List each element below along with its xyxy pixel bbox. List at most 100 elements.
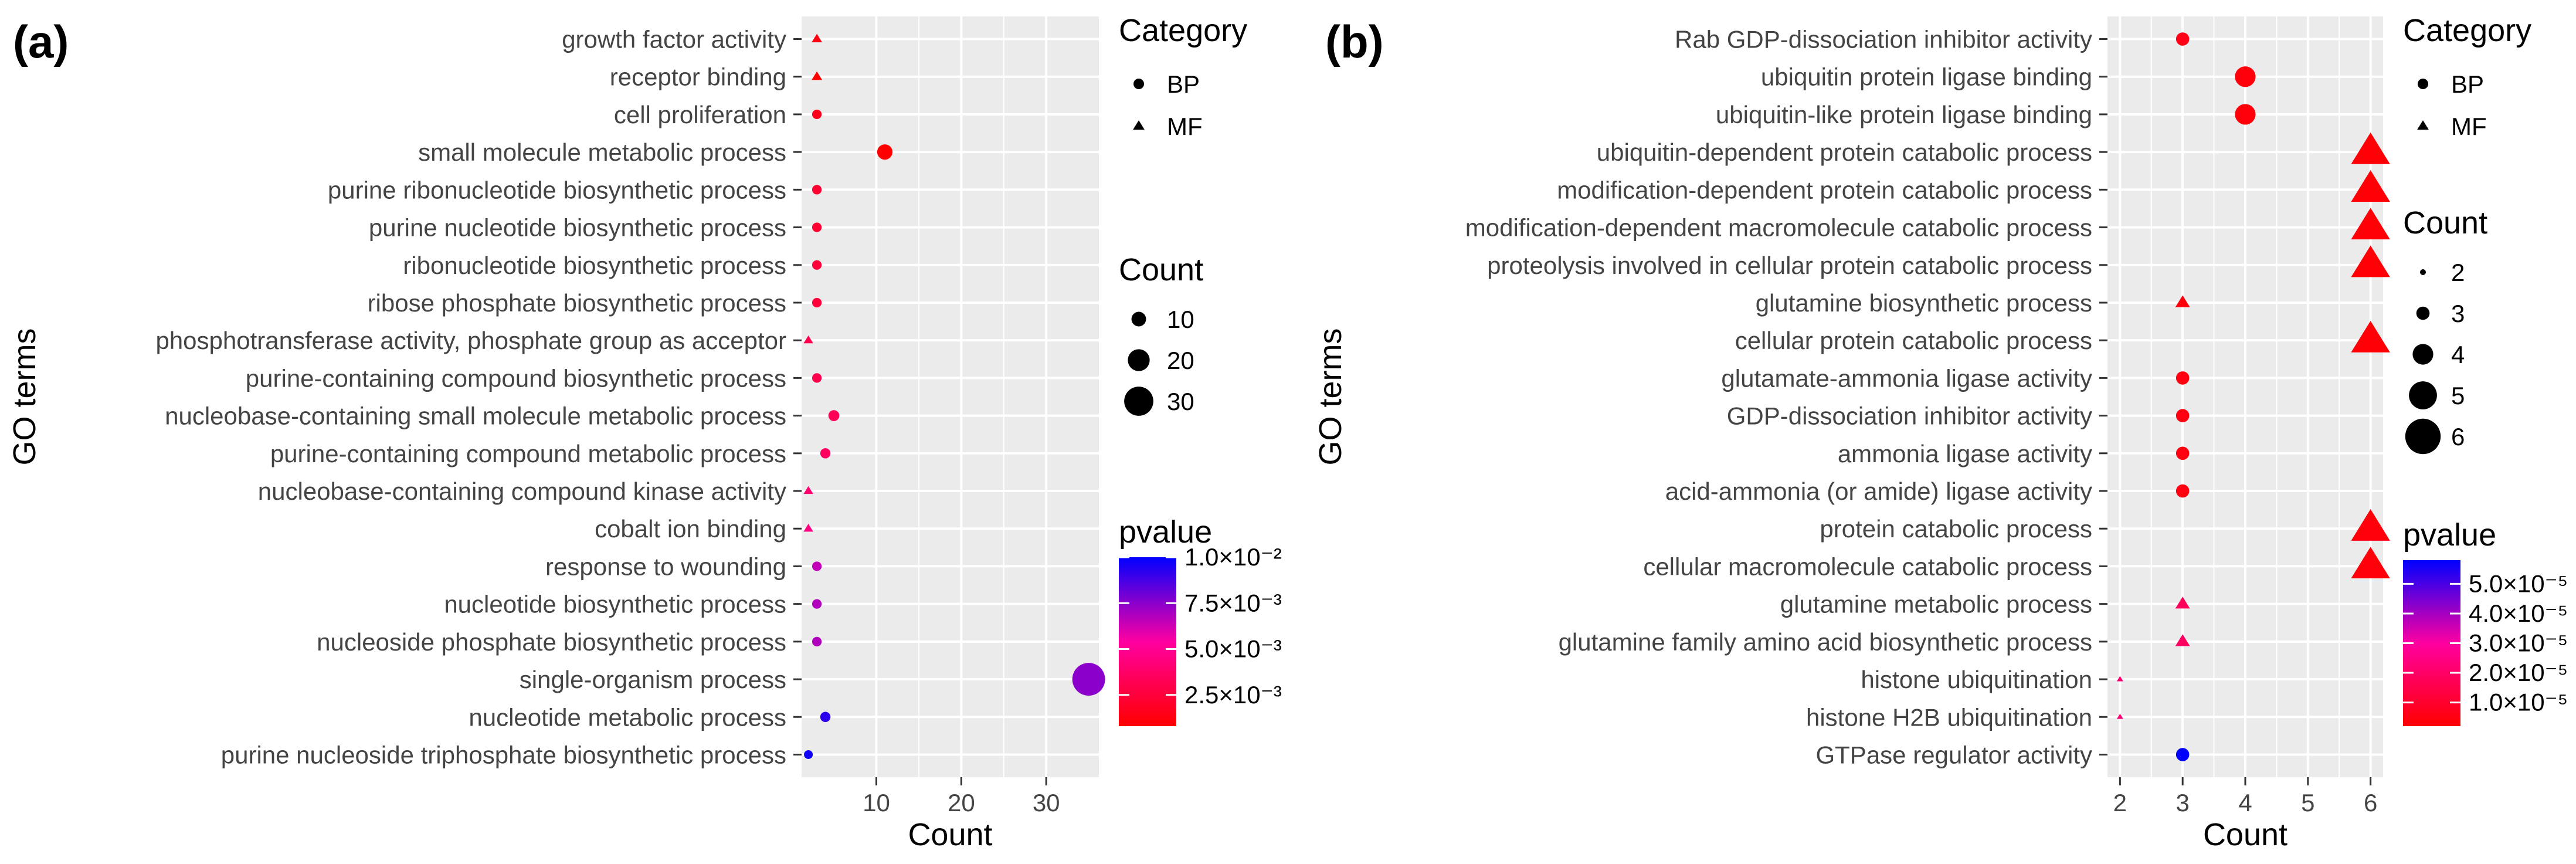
x-tick-label: 2	[2113, 789, 2127, 816]
legend-category-label: MF	[1167, 113, 1203, 140]
legend-category-key	[2418, 79, 2428, 89]
legend-count-label: 20	[1167, 347, 1194, 374]
term-label: GTPase regulator activity	[1815, 741, 2092, 768]
legend-category-key	[1133, 79, 1144, 89]
data-point	[804, 750, 813, 759]
x-tick-label: 5	[2301, 789, 2314, 816]
legend-count-label: 30	[1167, 388, 1194, 415]
colorbar-tick-label: 5.0×10⁻³	[1185, 635, 1282, 663]
data-point	[2175, 409, 2190, 422]
data-point	[812, 185, 822, 195]
data-point	[2235, 104, 2256, 125]
data-point	[2175, 446, 2190, 460]
term-label: response to wounding	[545, 553, 786, 580]
term-label: protein catabolic process	[1820, 515, 2092, 543]
legend-count-key	[2409, 381, 2437, 409]
data-point	[2175, 371, 2190, 385]
data-point	[812, 109, 822, 120]
data-point	[820, 448, 831, 459]
legend-count-key	[1128, 349, 1150, 371]
term-label: cellular protein catabolic process	[1735, 327, 2092, 354]
legend-category-key	[2417, 120, 2429, 130]
colorbar-tick-label: 1.0×10⁻⁵	[2469, 689, 2568, 716]
data-point	[2175, 597, 2190, 609]
term-label: histone H2B ubiquitination	[1806, 703, 2092, 731]
term-label: nucleotide biosynthetic process	[444, 591, 786, 618]
term-label: ribonucleotide biosynthetic process	[403, 252, 786, 279]
term-label: ribose phosphate biosynthetic process	[368, 289, 786, 317]
term-label: ammonia ligase activity	[1838, 440, 2092, 467]
term-label: acid-ammonia (or amide) ligase activity	[1665, 477, 2092, 505]
data-point	[2351, 320, 2390, 353]
data-point	[812, 71, 823, 80]
legend-pvalue-title: pvalue	[2403, 517, 2496, 553]
data-point	[812, 33, 823, 43]
legend-count-label: 10	[1167, 306, 1194, 333]
pvalue-colorbar	[1119, 557, 1176, 726]
term-label: nucleoside phosphate biosynthetic proces…	[317, 628, 786, 656]
data-point	[803, 486, 813, 494]
term-label: modification-dependent protein catabolic…	[1557, 176, 2092, 204]
data-point	[2351, 245, 2390, 277]
data-point	[2175, 748, 2190, 761]
term-label: cellular macromolecule catabolic process	[1643, 553, 2092, 580]
colorbar-tick-label: 2.5×10⁻³	[1185, 681, 1282, 709]
legend-count-label: 4	[2451, 341, 2465, 368]
term-label: growth factor activity	[562, 26, 786, 53]
legend-count-label: 2	[2451, 259, 2465, 286]
legend-category-label: BP	[1167, 70, 1200, 98]
data-point	[828, 410, 840, 421]
panel-label: (a)	[13, 16, 69, 67]
plot-background	[802, 16, 1099, 777]
term-label: ubiquitin-dependent protein catabolic pr…	[1597, 138, 2092, 166]
term-label: glutamine metabolic process	[1780, 591, 2092, 618]
legend-count-key	[1131, 311, 1146, 327]
data-point	[812, 599, 822, 609]
x-tick-label: 3	[2176, 789, 2190, 816]
legend-category-title: Category	[2403, 13, 2531, 48]
legend-count-key	[2412, 344, 2434, 365]
legend-count-title: Count	[2403, 205, 2487, 240]
colorbar-tick-label: 3.0×10⁻⁵	[2469, 629, 2568, 657]
legend-category-key	[1133, 120, 1145, 130]
data-point	[2175, 484, 2190, 498]
data-point	[2351, 170, 2390, 202]
term-label: nucleobase-containing small molecule met…	[165, 402, 786, 430]
x-tick-label: 4	[2238, 789, 2252, 816]
colorbar-tick-label: 1.0×10⁻²	[1185, 543, 1282, 571]
term-label: nucleotide metabolic process	[469, 703, 786, 731]
term-label: ubiquitin protein ligase binding	[1761, 63, 2092, 91]
legend-count-key	[2420, 269, 2426, 275]
term-label: phosphotransferase activity, phosphate g…	[155, 327, 786, 354]
panel-a: growth factor activity receptor binding ce…	[7, 13, 1282, 852]
term-label: glutamine family amino acid biosynthetic…	[1559, 628, 2092, 656]
data-point	[2351, 208, 2390, 240]
data-point	[812, 297, 822, 308]
term-label: small molecule metabolic process	[418, 138, 786, 166]
data-point	[2351, 509, 2390, 541]
legend-category-label: BP	[2451, 70, 2484, 98]
term-label: cobalt ion binding	[595, 515, 786, 543]
panel-b: Rab GDP-dissociation inhibitor activity u…	[1313, 13, 2568, 852]
x-tick-label: 6	[2364, 789, 2377, 816]
legend-count-title: Count	[1119, 252, 1203, 287]
term-label: purine nucleoside triphosphate biosynthe…	[221, 741, 786, 768]
term-label: purine ribonucleotide biosynthetic proce…	[328, 176, 786, 204]
term-label: purine nucleotide biosynthetic process	[369, 214, 786, 242]
term-label: purine-containing compound biosynthetic …	[246, 364, 786, 392]
y-axis-title: GO terms	[7, 328, 42, 465]
term-label: nucleobase-containing compound kinase ac…	[258, 477, 786, 505]
data-point	[2175, 295, 2190, 307]
data-point	[2175, 32, 2190, 46]
data-point	[812, 260, 822, 270]
data-point	[877, 144, 893, 160]
data-point	[2116, 713, 2123, 719]
legend-category-title: Category	[1119, 13, 1247, 48]
term-label: purine-containing compound metabolic pro…	[270, 440, 786, 467]
data-point	[2116, 676, 2123, 682]
data-point	[2351, 132, 2390, 164]
term-label: glutamine biosynthetic process	[1756, 289, 2092, 317]
x-tick-label: 10	[863, 789, 890, 816]
legend-count-label: 6	[2451, 423, 2465, 450]
